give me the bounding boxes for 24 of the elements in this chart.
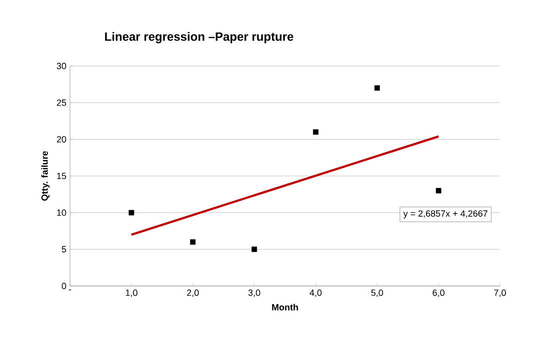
y-tick-label: 30 [56,62,66,70]
x-tick-label: 3,0 [248,290,260,297]
y-tick-label: 15 [57,172,66,180]
point [374,85,380,91]
point [436,188,442,194]
x-tick-label: 6,0 [432,290,444,297]
x-tick-label: 2,0 [187,290,199,297]
x-tick-label: 4,0 [310,290,322,297]
point [190,239,196,245]
x-axis-title: Month [272,304,298,310]
y-tick-label: 10 [57,209,66,216]
y-axis-title: Qtty. failure [41,151,50,201]
point [128,210,134,216]
y-tick-label: 25 [56,99,66,106]
chart-title: Linear regression –Paper rupture [105,32,294,44]
annotation: y = 2,6857x + 4,2667 [403,210,488,218]
point [252,246,257,252]
y-tick-label: 20 [56,136,66,143]
point [313,129,318,135]
y-tick-label: 0 [62,282,66,290]
x-tick-label: 5,0 [371,290,384,297]
y-tick-label: 5 [62,246,66,252]
x-tick-label: 1,0 [126,290,138,297]
x-tick-label: 7,0 [494,290,506,297]
